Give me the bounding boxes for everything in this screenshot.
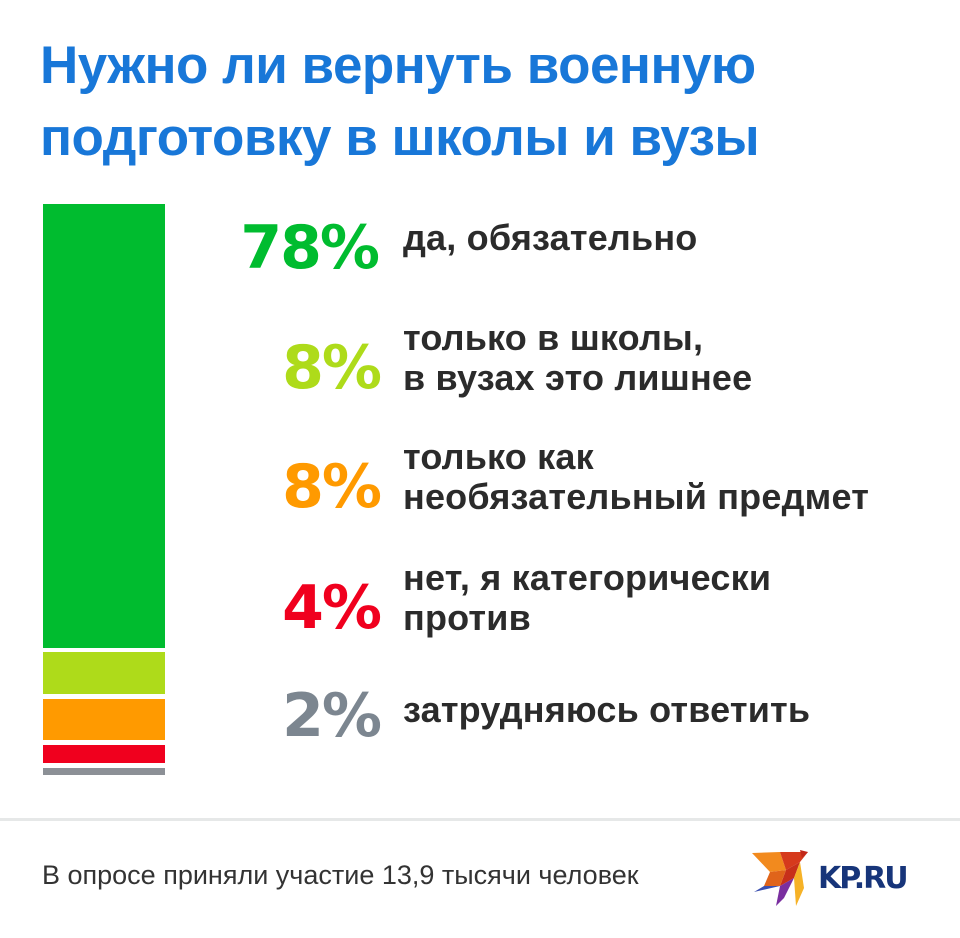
- answer-label: затрудняюсь ответить: [403, 689, 811, 730]
- bar-segment-optional: [43, 699, 165, 740]
- bar-segment-undecided: [43, 768, 165, 775]
- title-line-1: Нужно ли вернуть военную: [40, 36, 756, 95]
- bar-segment-yes: [43, 204, 165, 648]
- survey-note: В опросе приняли участие 13,9 тысячи чел…: [42, 860, 639, 890]
- bar-segment-no: [43, 745, 165, 763]
- answer-label: только как необязательный предмет: [403, 436, 870, 517]
- answer-label: да, обязательно: [403, 217, 698, 258]
- kp-ru-logo[interactable]: KP.RU: [750, 848, 930, 910]
- answer-label: только в школы, в вузах это лишнее: [403, 317, 753, 398]
- answer-row-schools-only: 8% только в школы, в вузах это лишнее: [200, 318, 960, 418]
- answer-row-yes: 78% да, обязательно: [200, 214, 960, 314]
- swallow-bird-icon: [752, 850, 808, 906]
- pct-value: 8%: [282, 333, 382, 403]
- logo-text: KP.RU: [818, 861, 909, 896]
- title-line-2: подготовку в школы и вузы: [40, 108, 760, 167]
- answer-label: нет, я категорически против: [403, 557, 772, 638]
- footer-divider: [0, 818, 960, 821]
- bar-segment-schools-only: [43, 652, 165, 694]
- pct-value: 2%: [282, 681, 382, 751]
- pct-value: 78%: [240, 213, 380, 283]
- pct-value: 8%: [282, 452, 382, 522]
- pct-value: 4%: [282, 573, 382, 643]
- answer-row-optional: 8% только как необязательный предмет: [200, 437, 960, 537]
- chart-title: Нужно ли вернуть военную подготовку в шк…: [40, 30, 940, 174]
- answer-row-no: 4% нет, я категорически против: [200, 558, 960, 658]
- answer-row-undecided: 2% затрудняюсь ответить: [200, 680, 960, 780]
